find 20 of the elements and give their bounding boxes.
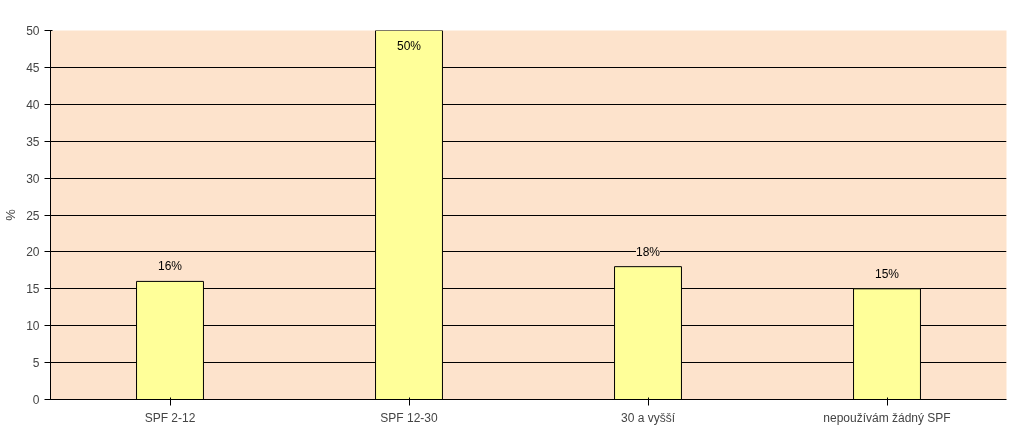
data-label: 50%: [396, 38, 422, 53]
y-tick-label: 50: [26, 24, 40, 38]
y-tick-label: 40: [26, 97, 40, 112]
y-tick-label: 5: [32, 356, 40, 371]
data-label: 15%: [874, 266, 900, 281]
x-tick-label: nepoužívám žádný SPF: [823, 410, 951, 425]
x-tick-label: SPF 2-12: [144, 410, 196, 425]
y-tick-label: 45: [26, 60, 40, 75]
y-tick-label: 35: [26, 134, 40, 149]
y-tick-label: 15: [26, 282, 40, 297]
y-axis-title: %: [3, 208, 19, 221]
data-label: 16%: [157, 259, 183, 274]
y-tick-label: 30: [26, 171, 40, 186]
y-tick-label: 10: [26, 319, 40, 334]
data-label: 18%: [635, 244, 661, 259]
y-tick-label: 0: [32, 393, 40, 407]
x-tick-label: SPF 12-30: [380, 410, 439, 425]
x-tick-label: 30 a vyšší: [620, 410, 676, 425]
y-tick-label: 20: [26, 245, 40, 260]
y-tick-label: 25: [26, 208, 40, 223]
